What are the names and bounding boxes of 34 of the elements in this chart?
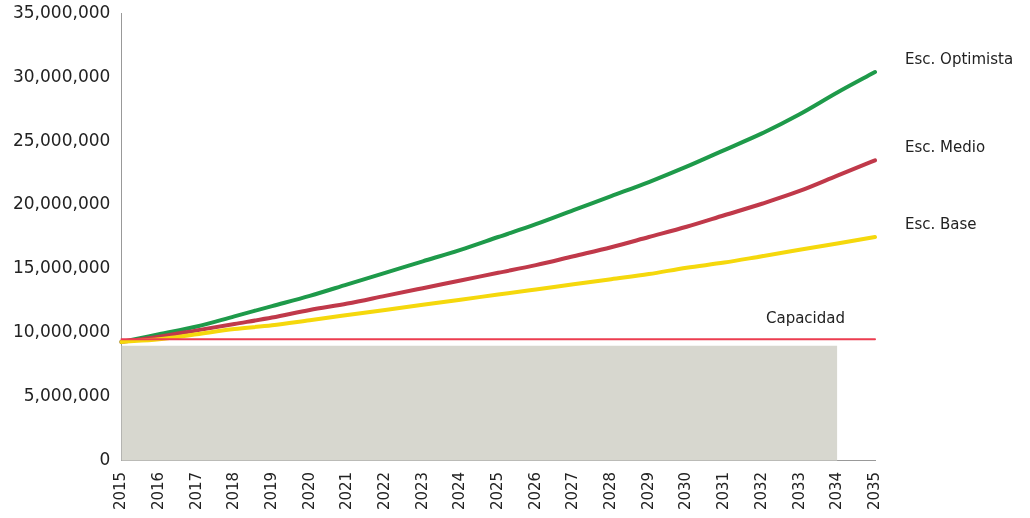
text: Esc. Medio	[905, 138, 986, 157]
y-tick-label: 25,000,000	[12, 129, 111, 150]
x-tick-label: 2034	[827, 471, 846, 511]
x-tick-label: 2025	[488, 471, 507, 511]
x-tick-label: 2028	[601, 471, 620, 511]
x-tick-label: 2018	[224, 471, 243, 511]
y-tick-label: 35,000,000	[12, 1, 111, 22]
line-series	[119, 235, 877, 344]
x-tick-label: 2035	[864, 471, 883, 511]
x-tick-label: 2029	[638, 471, 657, 511]
x-tick-label: 2031	[714, 471, 733, 511]
x-tick-label: 2026	[525, 471, 544, 511]
x-tick-label: 2020	[299, 471, 318, 511]
x-tick-label: 2016	[148, 471, 167, 511]
series-label: Capacidad	[765, 309, 845, 328]
x-tick-label: 2015	[111, 471, 130, 511]
x-tick-label: 2019	[261, 471, 280, 511]
x-tick-label: 2030	[676, 471, 695, 511]
y-tick-label: 5,000,000	[23, 385, 111, 406]
y-tick-label: 15,000,000	[12, 257, 111, 278]
x-tick-label: 2023	[412, 471, 431, 511]
text: Esc. Optimista	[905, 49, 1014, 68]
y-tick-label: 10,000,000	[12, 321, 111, 342]
x-tick-label: 2033	[789, 471, 808, 511]
y-tick-label: 30,000,000	[12, 65, 111, 86]
x-tick-label: 2017	[186, 471, 205, 511]
x-tick-label: 2021	[337, 471, 356, 511]
text: Esc. Base	[905, 214, 977, 233]
x-tick-label: 2032	[751, 471, 770, 511]
x-tick-label: 2024	[450, 471, 469, 511]
y-tick-label: 0	[99, 449, 111, 470]
y-tick-label: 20,000,000	[12, 193, 111, 214]
x-tick-label: 2022	[375, 471, 394, 511]
x-tick-label: 2027	[563, 471, 582, 511]
